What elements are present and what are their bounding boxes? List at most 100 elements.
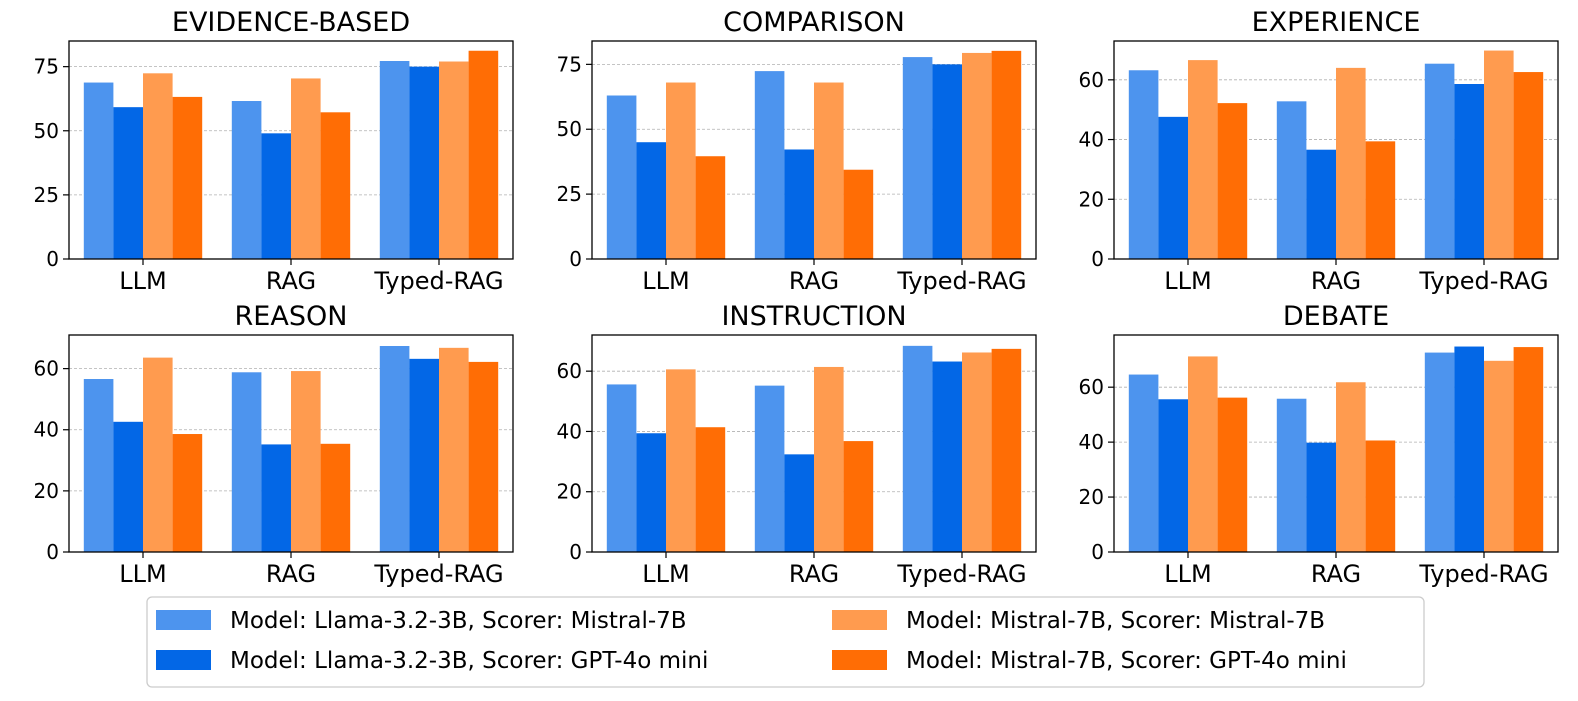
y-tick-label: 40 <box>34 418 59 442</box>
x-tick-label: LLM <box>642 267 689 295</box>
y-tick-label: 0 <box>46 247 59 271</box>
y-tick-label: 75 <box>34 55 59 79</box>
bar-llm-s3 <box>666 369 696 552</box>
x-tick-label: LLM <box>119 560 166 588</box>
y-tick-label: 60 <box>1079 68 1104 92</box>
bar-llm-s4 <box>1217 397 1248 552</box>
bar-typed-rag-s3 <box>439 347 469 552</box>
y-tick-label: 0 <box>569 247 582 271</box>
bar-rag-s4 <box>320 443 351 552</box>
bar-rag-s3 <box>1336 67 1366 259</box>
bar-llm-s3 <box>1188 356 1218 552</box>
bar-llm-s2 <box>113 421 143 552</box>
bar-llm-s4 <box>695 156 726 259</box>
bar-rag-s1 <box>1276 101 1307 259</box>
y-tick-label: 75 <box>557 52 582 76</box>
chart-title: INSTRUCTION <box>721 301 906 332</box>
bar-typed-rag-s1 <box>1424 63 1455 259</box>
bar-rag-s3 <box>291 78 321 259</box>
bar-rag-s3 <box>291 371 321 552</box>
panel-reason: 0 20 40 60 LLM RAG Typed-RAG REASON <box>34 301 514 588</box>
y-tick-label: 60 <box>557 359 582 383</box>
y-tick-label: 60 <box>1079 375 1104 399</box>
bar-llm-s1 <box>606 95 637 259</box>
bar-typed-rag-s2 <box>1454 84 1484 259</box>
bar-rag-s2 <box>1306 442 1336 552</box>
bar-rag-s2 <box>784 149 814 259</box>
x-tick-label: Typed-RAG <box>896 267 1026 295</box>
chart-panels: 0 25 50 75 LLM RAG Typed-RAG EVIDENCE-BASED 0 25 5… <box>34 7 1559 588</box>
bar-typed-rag-s3 <box>1484 360 1514 552</box>
bar-rag-s2 <box>261 444 291 552</box>
legend-swatch-llama-mistral <box>156 610 211 630</box>
chart-title: EVIDENCE-BASED <box>172 7 410 38</box>
x-tick-label: RAG <box>1311 560 1361 588</box>
bar-rag-s1 <box>754 71 785 259</box>
y-tick-label: 0 <box>1091 247 1104 271</box>
panel-experience: 0 20 40 60 LLM RAG Typed-RAG EXPERIENCE <box>1079 7 1559 295</box>
bar-llm-s3 <box>143 357 173 552</box>
bar-llm-s3 <box>143 73 173 259</box>
bar-typed-rag-s2 <box>409 66 439 259</box>
panel-comparison: 0 25 50 75 LLM RAG Typed-RAG COMPARISON <box>557 7 1037 295</box>
legend-frame <box>146 596 1425 688</box>
panel-instruction: 0 20 40 60 LLM RAG Typed-RAG INSTRUCTION <box>557 301 1037 588</box>
bar-typed-rag-s4 <box>1513 72 1544 260</box>
bar-llm-s1 <box>83 379 114 552</box>
bar-rag-s4 <box>320 112 351 259</box>
bar-typed-rag-s1 <box>1424 352 1455 552</box>
x-tick-label: RAG <box>789 560 839 588</box>
bar-llm-s2 <box>1158 399 1188 552</box>
y-tick-label: 0 <box>569 540 582 564</box>
panel-evidence-based: 0 25 50 75 LLM RAG Typed-RAG EVIDENCE-BASED <box>34 7 514 295</box>
axes-frame <box>591 40 1037 260</box>
bar-llm-s2 <box>113 107 143 260</box>
x-tick-label: RAG <box>266 267 316 295</box>
legend-label-llama-gpt: Model: Llama-3.2-3B, Scorer: GPT-4o mini <box>230 648 708 674</box>
bar-rag-s4 <box>843 441 874 552</box>
y-tick-label: 40 <box>557 419 582 443</box>
bar-llm-s4 <box>172 96 203 260</box>
x-tick-label: RAG <box>1311 267 1361 295</box>
y-tick-label: 50 <box>34 119 59 143</box>
x-tick-label: Typed-RAG <box>373 560 503 588</box>
legend-label-mistral-mistral: Model: Mistral-7B, Scorer: Mistral-7B <box>906 608 1325 634</box>
x-tick-label: LLM <box>119 267 166 295</box>
bar-llm-s3 <box>1188 60 1218 259</box>
bar-llm-s2 <box>636 142 666 259</box>
bar-typed-rag-s3 <box>962 52 992 259</box>
bar-rag-s1 <box>1276 398 1307 552</box>
bar-llm-s4 <box>172 434 203 552</box>
bar-typed-rag-s4 <box>468 361 499 552</box>
axes-frame <box>1113 334 1559 553</box>
legend-swatch-mistral-mistral <box>832 610 887 630</box>
bar-typed-rag-s2 <box>409 358 439 552</box>
axes-frame <box>68 40 514 260</box>
y-tick-label: 60 <box>34 357 59 381</box>
bar-llm-s4 <box>695 427 726 552</box>
x-tick-label: LLM <box>1164 560 1211 588</box>
bar-llm-s1 <box>83 82 114 259</box>
chart-title: DEBATE <box>1283 301 1389 332</box>
legend-swatch-llama-gpt <box>156 650 211 670</box>
chart-title: COMPARISON <box>723 7 905 38</box>
bar-rag-s4 <box>1365 440 1396 552</box>
y-tick-label: 20 <box>1079 485 1104 509</box>
bar-typed-rag-s1 <box>379 346 410 552</box>
y-tick-label: 20 <box>557 480 582 504</box>
bar-llm-s1 <box>1128 70 1159 260</box>
y-tick-label: 50 <box>557 117 582 141</box>
bar-typed-rag-s1 <box>379 61 410 260</box>
legend-label-llama-mistral: Model: Llama-3.2-3B, Scorer: Mistral-7B <box>230 608 687 634</box>
bar-llm-s1 <box>606 384 637 552</box>
bar-llm-s2 <box>1158 116 1188 260</box>
panel-debate: 0 20 40 60 LLM RAG Typed-RAG DEBATE <box>1079 301 1559 588</box>
x-tick-label: RAG <box>789 267 839 295</box>
bar-rag-s4 <box>1365 141 1396 259</box>
bar-typed-rag-s1 <box>902 345 933 552</box>
bar-typed-rag-s4 <box>1513 347 1544 552</box>
bar-typed-rag-s3 <box>439 61 469 260</box>
y-tick-label: 40 <box>1079 128 1104 152</box>
bar-rag-s1 <box>231 101 262 259</box>
